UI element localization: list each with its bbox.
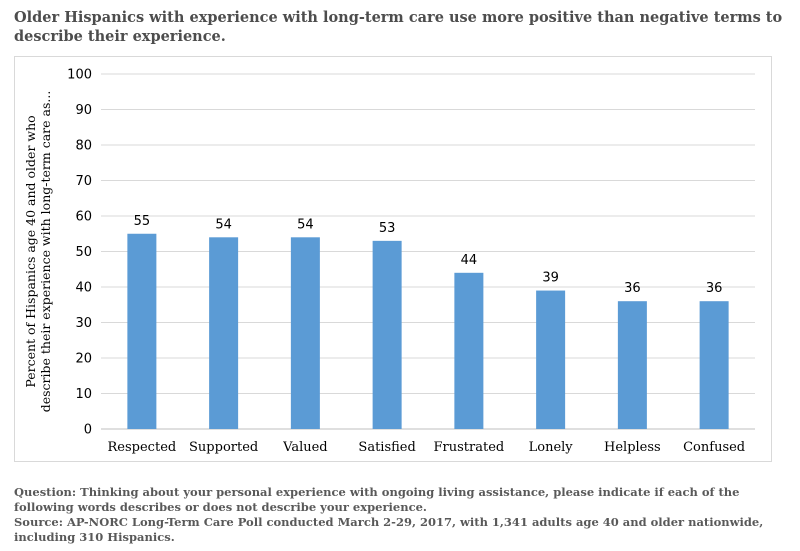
x-tick-label: Lonely bbox=[529, 440, 574, 455]
footnote-source: Source: AP-NORC Long-Term Care Poll cond… bbox=[14, 515, 764, 544]
bar-valued bbox=[290, 237, 320, 429]
x-tick-label: Confused bbox=[683, 440, 745, 455]
x-axis-categories: Respected Supported Valued Satisfied Frustra… bbox=[108, 440, 746, 455]
x-tick-label: Supported bbox=[189, 440, 258, 455]
x-tick-label: Frustrated bbox=[434, 440, 505, 455]
x-tick-label: Satisfied bbox=[358, 440, 415, 455]
y-axis-label-line: describe their experience with long-term… bbox=[38, 91, 53, 413]
bar-confused bbox=[699, 301, 729, 429]
data-label: 44 bbox=[461, 253, 478, 268]
y-tick-label: 80 bbox=[75, 139, 92, 154]
bar-chart: Percent of Hispanics age 40 and older wh… bbox=[23, 68, 755, 455]
y-tick-label: 70 bbox=[75, 174, 92, 189]
gridlines bbox=[101, 73, 755, 430]
bars bbox=[127, 233, 729, 429]
x-tick-label: Respected bbox=[108, 440, 177, 455]
bar-satisfied bbox=[372, 240, 402, 429]
x-tick-label: Helpless bbox=[604, 440, 661, 455]
y-tick-label: 0 bbox=[84, 423, 92, 438]
data-label: 54 bbox=[297, 217, 314, 232]
data-label: 36 bbox=[624, 281, 641, 296]
data-label: 53 bbox=[379, 221, 396, 236]
bar-lonely bbox=[536, 290, 566, 429]
data-label: 55 bbox=[134, 214, 151, 229]
y-tick-label: 30 bbox=[75, 316, 92, 331]
y-tick-label: 20 bbox=[75, 352, 92, 367]
bar-helpless bbox=[617, 301, 647, 429]
chart-title: Older Hispanics with experience with lon… bbox=[14, 9, 783, 45]
y-tick-label: 90 bbox=[75, 103, 92, 118]
y-tick-label: 40 bbox=[75, 281, 92, 296]
bar-respected bbox=[127, 233, 157, 429]
data-labels: 55 54 54 53 44 39 36 36 bbox=[134, 214, 723, 296]
y-axis-label-line: Percent of Hispanics age 40 and older wh… bbox=[23, 115, 38, 387]
y-tick-label: 10 bbox=[75, 387, 92, 402]
data-label: 39 bbox=[542, 271, 559, 286]
data-label: 54 bbox=[215, 217, 232, 232]
y-tick-label: 60 bbox=[75, 210, 92, 225]
y-tick-label: 50 bbox=[75, 245, 92, 260]
footnote-question: Question: Thinking about your personal e… bbox=[14, 485, 740, 514]
y-axis-ticks: 0 10 20 30 40 50 60 70 80 90 100 bbox=[67, 68, 92, 438]
chart-area: Percent of Hispanics age 40 and older wh… bbox=[14, 56, 772, 462]
bar-supported bbox=[209, 237, 239, 429]
x-tick-label: Valued bbox=[282, 440, 328, 455]
y-axis-label: Percent of Hispanics age 40 and older wh… bbox=[23, 91, 53, 413]
data-label: 36 bbox=[706, 281, 723, 296]
chart-footer: Question: Thinking about your personal e… bbox=[14, 485, 789, 545]
y-tick-label: 100 bbox=[67, 68, 92, 83]
bar-frustrated bbox=[454, 272, 484, 429]
